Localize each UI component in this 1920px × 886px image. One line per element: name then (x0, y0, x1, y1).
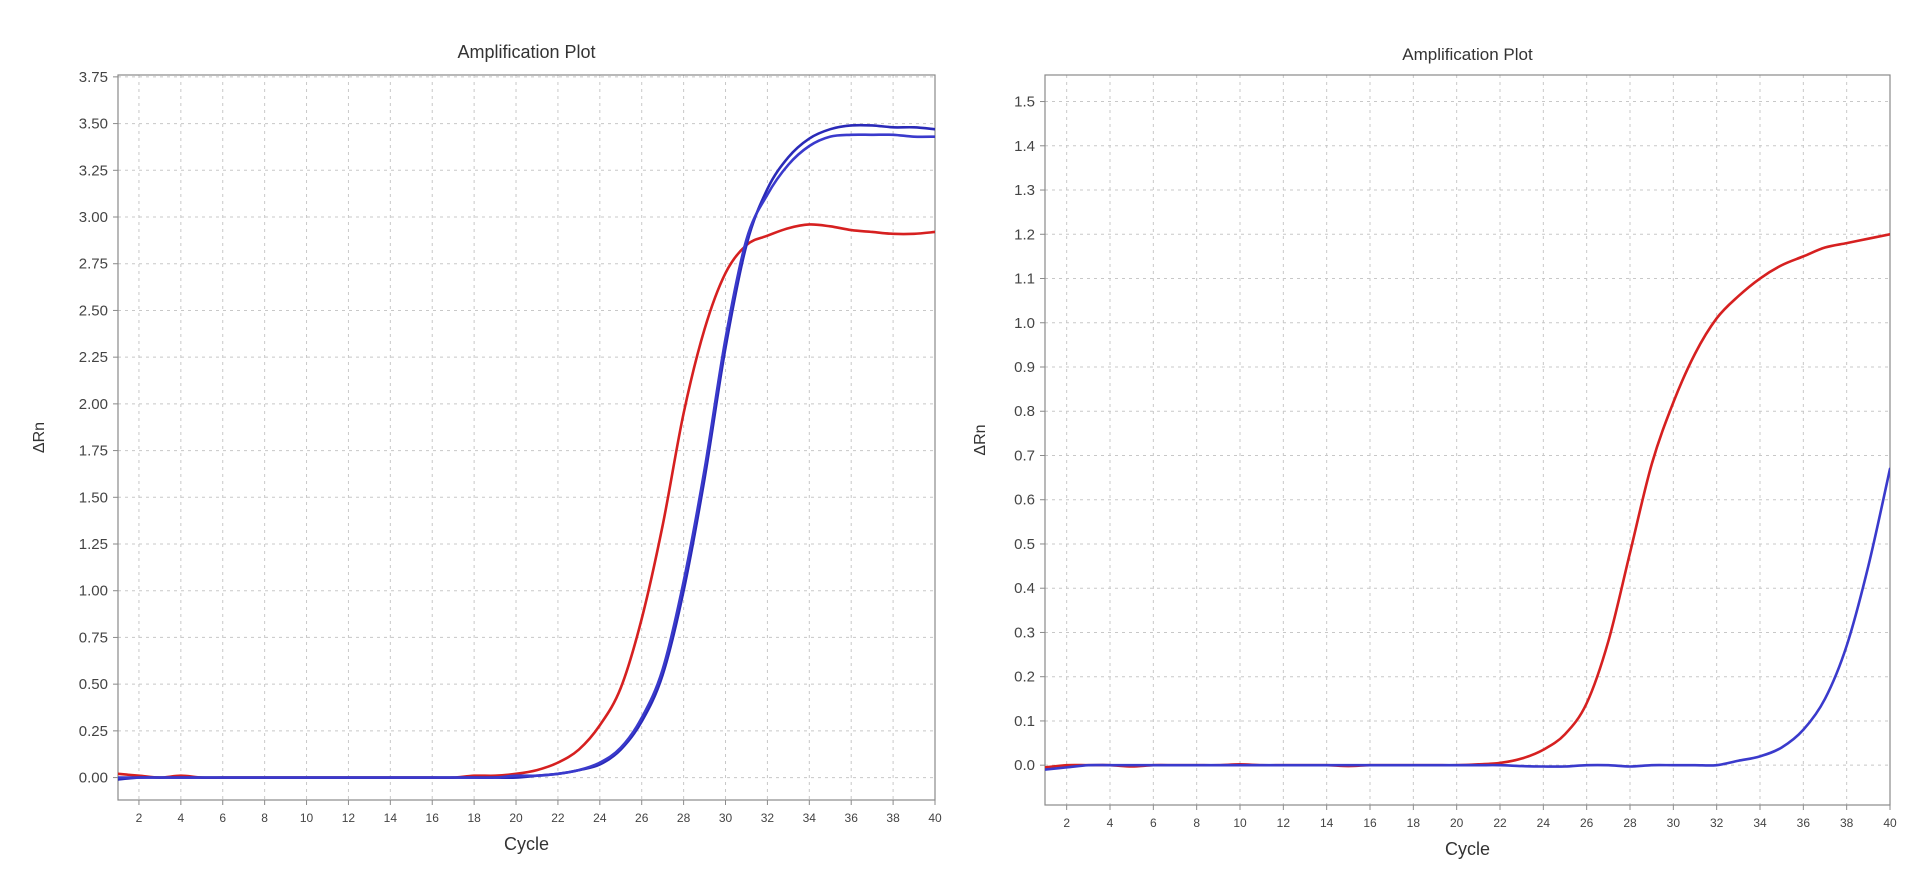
y-tick-label: 1.00 (79, 583, 108, 600)
y-tick-label: 1.0 (1014, 315, 1035, 332)
y-tick-label: 0.0 (1014, 757, 1035, 774)
y-tick-label: 0.75 (79, 629, 108, 646)
x-tick-label: 36 (845, 811, 859, 825)
y-tick-label: 0.8 (1014, 403, 1035, 420)
x-tick-label: 30 (1667, 816, 1681, 830)
x-tick-label: 30 (719, 811, 733, 825)
x-tick-label: 8 (261, 811, 268, 825)
x-tick-label: 26 (635, 811, 649, 825)
y-tick-label: 1.75 (79, 443, 108, 460)
x-tick-label: 26 (1580, 816, 1594, 830)
x-tick-label: 32 (761, 811, 775, 825)
x-tick-label: 2 (136, 811, 143, 825)
x-tick-label: 40 (928, 811, 942, 825)
x-tick-label: 36 (1797, 816, 1811, 830)
x-tick-label: 24 (1537, 816, 1551, 830)
x-tick-label: 8 (1193, 816, 1200, 830)
x-axis-label: Cycle (504, 834, 549, 854)
x-tick-label: 2 (1063, 816, 1070, 830)
y-tick-label: 1.2 (1014, 226, 1035, 243)
y-tick-label: 0.6 (1014, 492, 1035, 509)
series-line-3 (118, 133, 935, 780)
y-tick-label: 2.25 (79, 349, 108, 366)
x-tick-label: 20 (509, 811, 523, 825)
x-tick-label: 12 (342, 811, 356, 825)
x-tick-label: 22 (1493, 816, 1507, 830)
grid (1045, 75, 1891, 805)
plot-area (1045, 75, 1890, 805)
x-tick-label: 10 (1233, 816, 1247, 830)
y-tick-label: 0.9 (1014, 359, 1035, 376)
plot-frame (117, 74, 936, 801)
chart-panel-2: 2 4 6 8 10 12 14 16 18 20 22 24 26 28 30 32 34 36 38 400.00… (972, 45, 1897, 859)
x-tick-label: 4 (178, 811, 185, 825)
chart-title: Amplification Plot (1402, 45, 1533, 64)
x-tick-label: 16 (426, 811, 440, 825)
x-axis-label: Cycle (1445, 839, 1490, 859)
x-tick-label: 28 (677, 811, 691, 825)
chart-title: Amplification Plot (457, 42, 595, 62)
y-tick-label: 1.5 (1014, 94, 1035, 111)
y-tick-label: 0.1 (1014, 713, 1035, 730)
x-tick-label: 28 (1623, 816, 1637, 830)
y-tick-label: 0.5 (1014, 536, 1035, 553)
x-tick-label: 18 (1407, 816, 1421, 830)
x-tick-label: 4 (1107, 816, 1114, 830)
y-tick-label: 1.25 (79, 536, 108, 553)
x-tick-label: 14 (384, 811, 398, 825)
x-tick-label: 38 (1840, 816, 1854, 830)
plot-frame (1044, 74, 1891, 806)
x-tick-label: 34 (1753, 816, 1767, 830)
y-tick-label: 0.4 (1014, 580, 1035, 597)
chart-panel-1: 2 4 6 8 10 12 14 16 18 20 22 24 26 28 30 32 34 36 38 400.00… (31, 42, 942, 854)
y-tick-label: 0.3 (1014, 624, 1035, 641)
x-tick-label: 14 (1320, 816, 1334, 830)
y-axis-label: ΔRn (31, 422, 48, 453)
y-tick-label: 3.50 (79, 116, 108, 133)
x-tick-label: 40 (1883, 816, 1897, 830)
y-tick-label: 3.25 (79, 162, 108, 179)
x-tick-label: 6 (1150, 816, 1157, 830)
x-tick-label: 10 (300, 811, 314, 825)
y-tick-label: 1.3 (1014, 182, 1035, 199)
y-tick-label: 3.75 (79, 69, 108, 86)
y-tick-label: 1.50 (79, 489, 108, 506)
x-tick-label: 16 (1363, 816, 1377, 830)
y-tick-label: 0.50 (79, 676, 108, 693)
y-tick-label: 1.1 (1014, 271, 1035, 288)
plot-area (118, 75, 935, 800)
y-tick-label: 0.00 (79, 770, 108, 787)
x-tick-label: 38 (886, 811, 900, 825)
x-tick-label: 22 (551, 811, 565, 825)
y-tick-label: 0.2 (1014, 669, 1035, 686)
y-tick-label: 2.00 (79, 396, 108, 413)
x-tick-label: 18 (467, 811, 481, 825)
series-line-2 (1045, 467, 1890, 771)
y-tick-label: 1.4 (1014, 138, 1035, 155)
x-tick-label: 24 (593, 811, 607, 825)
y-tick-label: 0.7 (1014, 447, 1035, 464)
x-tick-label: 12 (1277, 816, 1291, 830)
y-tick-label: 2.50 (79, 302, 108, 319)
y-tick-label: 3.00 (79, 209, 108, 226)
y-tick-label: 2.75 (79, 256, 108, 273)
x-tick-label: 34 (803, 811, 817, 825)
x-tick-label: 32 (1710, 816, 1724, 830)
y-axis-label: ΔRn (972, 424, 989, 455)
x-tick-label: 20 (1450, 816, 1464, 830)
x-tick-label: 6 (219, 811, 226, 825)
y-tick-label: 0.25 (79, 723, 108, 740)
